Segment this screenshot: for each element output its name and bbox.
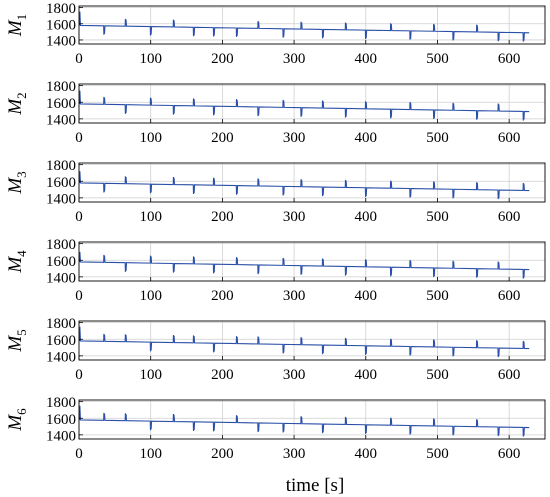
x-tick-label: 100 (139, 446, 162, 462)
x-tick-label: 200 (211, 288, 234, 304)
plot-frame (78, 241, 546, 282)
x-tick-label: 200 (211, 130, 234, 146)
y-tick-label: 1600 (46, 175, 76, 191)
x-tick-label: 0 (75, 51, 83, 67)
x-tick-label: 500 (426, 130, 449, 146)
x-tick-label: 400 (355, 446, 378, 462)
x-tick-label: 600 (498, 446, 521, 462)
series-line-m4 (78, 251, 530, 279)
y-tick-label: 1400 (46, 191, 76, 207)
x-tick-label: 100 (139, 288, 162, 304)
x-tick-label: 500 (426, 51, 449, 67)
x-tick-label: 0 (75, 130, 83, 146)
plot-frame (78, 162, 546, 203)
x-tick-label: 100 (139, 51, 162, 67)
y-tick-label: 1400 (46, 112, 76, 128)
y-tick-label: 1800 (46, 237, 76, 253)
x-tick-label: 200 (211, 367, 234, 383)
y-tick-label: 1800 (46, 158, 76, 174)
y-axis-label: M5 (5, 329, 29, 352)
x-tick-label: 400 (355, 51, 378, 67)
x-tick-label: 500 (426, 367, 449, 383)
series-line-m5 (78, 326, 530, 358)
x-tick-label: 500 (426, 209, 449, 225)
y-axis-label: M2 (5, 92, 29, 115)
y-tick-label: 1400 (46, 428, 76, 444)
series-line-m1 (78, 11, 530, 42)
y-tick-label: 1600 (46, 96, 76, 112)
x-tick-label: 600 (498, 288, 521, 304)
y-tick-label: 1600 (46, 17, 76, 33)
series-line-m2 (78, 90, 530, 121)
series-line-m6 (78, 405, 530, 437)
y-axis-label: M3 (5, 171, 29, 194)
y-axis-label: M1 (5, 14, 29, 37)
y-tick-label: 1600 (46, 254, 76, 270)
plot-frame (78, 320, 546, 361)
x-tick-label: 200 (211, 51, 234, 67)
y-tick-label: 1400 (46, 349, 76, 365)
x-tick-label: 0 (75, 446, 83, 462)
y-tick-label: 1400 (46, 33, 76, 49)
x-tick-label: 300 (283, 367, 306, 383)
x-tick-label: 200 (211, 209, 234, 225)
x-tick-label: 100 (139, 209, 162, 225)
x-tick-label: 300 (283, 209, 306, 225)
x-tick-label: 600 (498, 130, 521, 146)
x-tick-label: 400 (355, 367, 378, 383)
plot-frame (78, 83, 546, 124)
y-tick-label: 1800 (46, 316, 76, 332)
x-axis-label: time [s] (286, 475, 345, 496)
x-tick-label: 100 (139, 130, 162, 146)
series-line-m3 (78, 171, 530, 200)
y-tick-label: 1600 (46, 412, 76, 428)
x-tick-label: 0 (75, 367, 83, 383)
y-axis-label: M6 (5, 408, 29, 432)
x-tick-label: 600 (498, 209, 521, 225)
plot-frame (78, 5, 546, 45)
y-tick-label: 1800 (46, 1, 76, 17)
x-tick-label: 100 (139, 367, 162, 383)
x-tick-label: 400 (355, 288, 378, 304)
x-tick-label: 600 (498, 367, 521, 383)
x-tick-label: 500 (426, 288, 449, 304)
x-tick-label: 300 (283, 288, 306, 304)
y-tick-label: 1600 (46, 333, 76, 349)
plot-frame (78, 399, 546, 440)
x-tick-label: 300 (283, 446, 306, 462)
y-tick-label: 1400 (46, 270, 76, 286)
x-tick-label: 400 (355, 209, 378, 225)
x-tick-label: 400 (355, 130, 378, 146)
y-tick-label: 1800 (46, 395, 76, 411)
x-tick-label: 300 (283, 51, 306, 67)
x-tick-label: 0 (75, 209, 83, 225)
y-tick-label: 1800 (46, 79, 76, 95)
x-tick-label: 500 (426, 446, 449, 462)
x-tick-label: 0 (75, 288, 83, 304)
y-axis-label: M4 (5, 250, 29, 274)
x-tick-label: 300 (283, 130, 306, 146)
x-tick-label: 600 (498, 51, 521, 67)
x-tick-label: 200 (211, 446, 234, 462)
